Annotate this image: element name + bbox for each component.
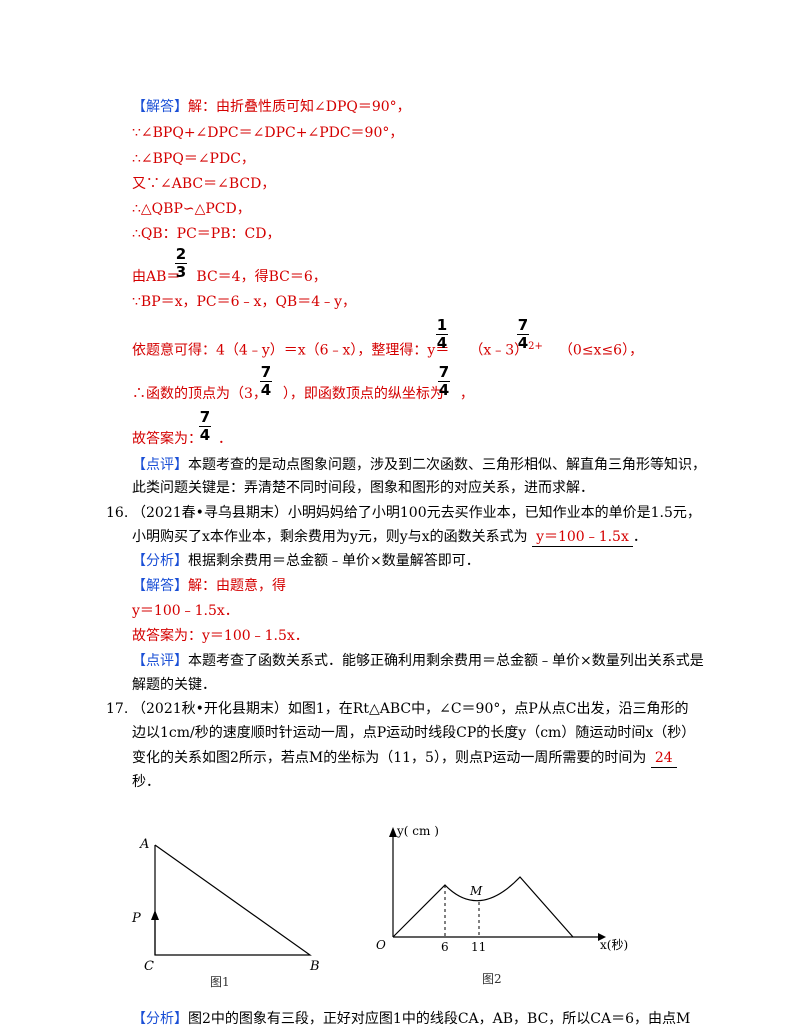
text: 2+ [528,341,543,352]
caption-fig2: 图2 [482,972,502,986]
numerator: 7 [199,408,211,426]
comment-line: 此类问题关键是：弄清楚不同时间段，图象和图形的对应关系，进而求解． [132,480,594,496]
x-axis-arrow [598,933,606,941]
comment-line: 解题的关键． [132,677,216,693]
text: ． [632,529,647,545]
text: ∴函数的顶点为（3， [132,386,267,402]
text: （0≤x≤6）， [558,342,644,359]
x-axis-label: x(秒) [600,938,628,952]
function-curve [392,876,574,938]
question-text: 边以1cm/秒的速度顺时针运动一周，点P运动时线段CP的长度y（cm）随运动时间… [132,725,696,741]
answer-line: 依题意可得：4（4﹣y）＝x（6﹣x），整理得：y＝ （x﹣3）2+ （0≤x≤6）… [132,338,643,360]
analysis-line: 【分析】根据剩余费用＝总金额﹣单价×数量解答即可． [132,552,480,570]
y-axis-arrow [389,827,397,837]
answer-line: 故答案为：y＝100﹣1.5x． [132,628,309,644]
tick-11: 11 [471,940,486,954]
answer-line: 【解答】解：由折叠性质可知∠DPQ＝90°， [132,98,411,116]
figure-1: A P C B 图1 [131,837,320,989]
numerator: 7 [438,363,450,381]
answer-line: 【解答】解：由题意，得 [132,577,286,595]
answer-line: ∴△QBP∽△PCD， [132,201,251,217]
denominator: 3 [175,263,187,281]
answer-line: y＝100﹣1.5x． [132,603,239,619]
answer-line: 由AB＝ BC＝4，得BC＝6， [132,268,327,286]
text: 故答案为： [132,431,202,447]
text: BC＝4，得BC＝6， [196,269,327,285]
comment-tag: 【点评】 [132,653,188,669]
triangle-abc [154,844,312,956]
y-axis-label: y( cm ) [396,824,439,838]
denominator: 4 [436,334,448,352]
text: 24 [654,750,673,766]
denominator: 4 [199,426,211,444]
denominator: 4 [260,381,272,399]
text: 本题考查了函数关系式．能够正确利用剩余费用＝总金额﹣单价×数量列出关系式是 [188,653,704,669]
tick-6: 6 [441,940,449,954]
text: ， [459,386,474,402]
denominator: 4 [438,381,450,399]
analysis-line: 【分析】图2中的图象有三段，正好对应图1中的线段CA，AB，BC，所以CA＝6，… [132,1010,690,1028]
question-text: （2021春•寻乌县期末）小明妈妈给了小明100元去买作业本，已知作业本的单价是… [132,505,701,521]
text: y＝100﹣1.5x [536,529,629,545]
label-m: M [469,884,483,898]
answer-blank: y＝100﹣1.5x [532,528,633,547]
comment-line: 【点评】本题考查了函数关系式．能够正确利用剩余费用＝总金额﹣单价×数量列出关系式… [132,652,704,670]
comment-line: 【点评】本题考查的是动点图象问题，涉及到二次函数、三角形相似、解直角三角形等知识… [132,456,706,474]
text: 解：由题意，得 [188,578,286,594]
label-p: P [131,911,141,926]
answer-tag: 【解答】 [132,99,188,115]
text: 依题意可得：4（4﹣y）＝x（6﹣x），整理得：y＝ [132,342,450,359]
question-text: 变化的关系如图2所示，若点M的坐标为（11，5），则点P运动一周所需要的时间为 … [132,749,677,768]
label-a: A [139,837,149,852]
text: ． [218,431,232,447]
text: 变化的关系如图2所示，若点M的坐标为（11，5），则点P运动一周所需要的时间为 [132,750,647,766]
answer-tag: 【解答】 [132,578,188,594]
label-c: C [144,959,154,974]
question-number: 16. [106,505,129,521]
label-b: B [309,959,320,974]
answer-line: ∵∠BPQ+∠DPC＝∠DPC+∠PDC＝90°， [132,125,404,141]
figure-2: y( cm ) x(秒) O 6 11 M 图2 [376,824,628,986]
arrow-head [151,910,159,920]
question-text: （2021秋•开化县期末）如图1，在Rt△ABC中，∠C＝90°，点P从点C出发… [132,701,689,717]
text: 本题考查的是动点图象问题，涉及到二次函数、三角形相似、解直角三角形等知识， [188,457,706,473]
answer-line: ∵BP＝x，PC＝6﹣x，QB＝4﹣y， [132,294,357,310]
text: ），即函数顶点的纵坐标为 [282,386,444,402]
analysis-tag: 【分析】 [132,1011,188,1027]
answer-line: 故答案为： ． [132,430,232,448]
text: 解：由折叠性质可知∠DPQ＝90°， [188,99,411,115]
text: 图2中的图象有三段，正好对应图1中的线段CA，AB，BC，所以CA＝6，由点M [188,1011,691,1027]
question-number: 17. [106,701,129,717]
numerator: 7 [260,363,272,381]
answer-line: ∴函数的顶点为（3， ），即函数顶点的纵坐标为 ， [132,385,474,403]
answer-line: ∴QB：PC＝PB：CD， [132,226,281,242]
analysis-tag: 【分析】 [132,553,188,569]
answer-line: 又∵∠ABC＝∠BCD， [132,176,276,192]
question-text: 小明购买了x本作业本，剩余费用为y元，则y与x的函数关系式为 y＝100﹣1.5… [132,528,647,547]
text: （x﹣3） [469,342,529,359]
question-text: 秒． [132,774,160,790]
answer-blank: 24 [650,749,677,768]
numerator: 1 [436,316,448,334]
denominator: 4 [517,334,529,352]
text: 小明购买了x本作业本，剩余费用为y元，则y与x的函数关系式为 [132,529,528,545]
numerator: 7 [517,316,529,334]
origin-label: O [376,938,386,952]
text: 由AB＝ [132,269,181,285]
numerator: 2 [175,245,187,263]
caption-fig1: 图1 [210,975,230,989]
answer-line: ∴∠BPQ＝∠PDC， [132,151,255,167]
comment-tag: 【点评】 [132,457,188,473]
text: 根据剩余费用＝总金额﹣单价×数量解答即可． [188,553,480,569]
